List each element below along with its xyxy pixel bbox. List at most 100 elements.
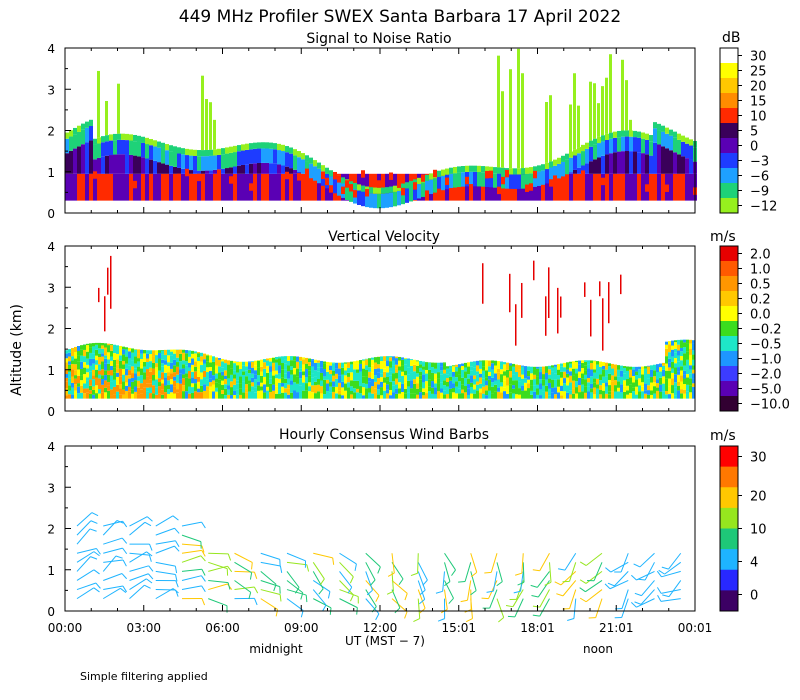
- vv-cell: [602, 376, 605, 384]
- vv-cell: [335, 362, 338, 369]
- vv-cell: [482, 366, 485, 371]
- vv-cell: [350, 390, 353, 395]
- colorbar-swatch: [720, 198, 738, 214]
- wind-barb: [260, 579, 280, 588]
- vv-cell: [335, 373, 338, 379]
- snr-cell: [189, 174, 193, 182]
- wind-barb-flag: [273, 584, 277, 592]
- vv-cell: [584, 386, 587, 393]
- vv-cell: [536, 376, 539, 385]
- vv-cell: [80, 392, 83, 399]
- vv-cell: [560, 371, 563, 378]
- vv-cell: [308, 370, 311, 376]
- vv-cell: [176, 349, 179, 358]
- vv-cell: [194, 351, 197, 354]
- vv-cell: [632, 382, 635, 388]
- snr-cell: [577, 173, 581, 201]
- vv-cell: [398, 370, 401, 379]
- snr-cell: [497, 186, 501, 195]
- colorbar-label: 0.0: [750, 308, 771, 323]
- vv-cell: [305, 383, 308, 391]
- vv-cell: [206, 386, 209, 390]
- vv-cell: [293, 374, 296, 383]
- snr-cell: [617, 130, 621, 138]
- vv-cell: [473, 384, 476, 390]
- noon-annotation: noon: [583, 642, 613, 656]
- vv-cell: [626, 394, 629, 399]
- vv-cell: [167, 393, 170, 399]
- snr-cell: [605, 77, 608, 134]
- snr-cell: [665, 184, 669, 192]
- vv-cell: [179, 379, 182, 384]
- snr-cell: [101, 142, 105, 157]
- vv-cell: [677, 371, 680, 375]
- snr-cell: [117, 83, 120, 134]
- vv-cell: [104, 392, 107, 399]
- vv-cell: [86, 380, 89, 389]
- vv-cell: [371, 359, 374, 366]
- vv-cell: [308, 375, 311, 383]
- vv-cell: [122, 374, 125, 382]
- vv-cell: [104, 380, 107, 388]
- vv-cell: [644, 390, 647, 394]
- snr-cell: [93, 138, 97, 145]
- vv-cell: [86, 392, 89, 399]
- x-tick-label: 03:00: [126, 621, 161, 635]
- vv-cell: [152, 356, 155, 363]
- vv-cell: [461, 384, 464, 390]
- vv-cell: [470, 361, 473, 367]
- vv-cell: [383, 390, 386, 399]
- vv-cell: [152, 362, 155, 369]
- vv-cell: [626, 366, 629, 371]
- wind-barb-flag: [458, 581, 466, 583]
- vv-cell: [263, 359, 266, 363]
- snr-cell: [665, 133, 669, 149]
- snr-cell: [413, 185, 417, 200]
- snr-cell: [485, 170, 489, 179]
- vv-cell: [104, 355, 107, 359]
- snr-cell: [517, 174, 521, 189]
- vv-cell: [401, 383, 404, 393]
- vv-cell: [98, 353, 101, 357]
- figure-title: 449 MHz Profiler SWEX Santa Barbara 17 A…: [179, 7, 621, 27]
- vv-cell: [476, 371, 479, 375]
- vv-cell: [590, 369, 593, 377]
- vv-cell: [467, 378, 470, 385]
- vv-cell: [233, 361, 236, 364]
- snr-cell: [593, 159, 597, 174]
- vv-cell: [176, 374, 179, 380]
- vv-cell: [125, 347, 128, 350]
- vv-cell: [215, 382, 218, 388]
- vv-cell: [680, 389, 683, 394]
- vv-cell: [68, 390, 71, 395]
- vv-cell: [407, 367, 410, 375]
- vv-cell: [254, 360, 257, 366]
- snr-cell: [589, 146, 593, 162]
- vv-cell: [494, 365, 497, 374]
- vv-cell: [341, 362, 344, 368]
- wind-barb-flag: [254, 598, 258, 606]
- vv-cell: [602, 298, 604, 351]
- vv-cell: [179, 353, 182, 362]
- vv-cell: [272, 380, 275, 385]
- vv-cell: [389, 356, 392, 358]
- snr-cell: [621, 136, 625, 152]
- vv-cell: [275, 356, 278, 360]
- vv-cell: [197, 353, 200, 358]
- vv-cell: [65, 358, 68, 363]
- vv-cell: [131, 389, 134, 394]
- vv-cell: [554, 373, 557, 380]
- snr-cell: [105, 100, 108, 136]
- vv-cell: [506, 362, 509, 370]
- vv-cell: [569, 390, 572, 395]
- vv-cell: [359, 386, 362, 394]
- snr-cell: [225, 147, 229, 154]
- vv-cell: [458, 364, 461, 368]
- vv-cell: [65, 395, 68, 399]
- vv-cell: [605, 369, 608, 377]
- vv-cell: [317, 362, 320, 368]
- vv-cell: [440, 370, 443, 375]
- wind-barb-flag: [607, 582, 615, 587]
- snr-cell: [673, 152, 677, 174]
